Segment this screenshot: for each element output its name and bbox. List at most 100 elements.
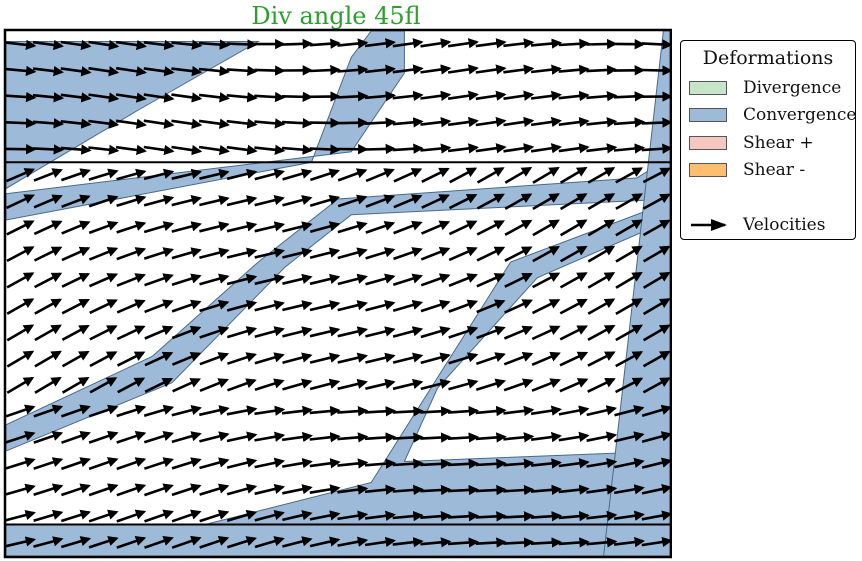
velocity-arrow xyxy=(309,536,341,548)
velocity-arrow xyxy=(364,536,396,548)
velocity-arrow xyxy=(88,118,120,129)
velocity-arrow xyxy=(32,118,65,129)
velocity-arrow xyxy=(199,168,230,180)
legend-label: Shear + xyxy=(743,133,814,153)
velocity-arrow xyxy=(642,350,670,368)
velocity-arrow xyxy=(614,457,645,469)
velocity-arrow xyxy=(532,245,561,263)
velocity-arrow xyxy=(641,65,670,76)
velocity-arrow xyxy=(503,484,535,496)
velocity-arrow xyxy=(89,299,118,315)
velocity-arrow xyxy=(337,378,368,391)
velocity-arrow xyxy=(365,352,396,364)
velocity-arrow xyxy=(60,404,91,418)
velocity-arrow xyxy=(559,193,588,211)
velocity-arrow xyxy=(61,272,91,288)
velocity-arrow xyxy=(393,220,423,235)
velocity-arrow xyxy=(476,273,506,288)
velocity-arrow xyxy=(171,457,202,470)
velocity-arrow xyxy=(364,143,397,155)
velocity-arrow xyxy=(392,537,424,548)
velocity-arrow xyxy=(641,143,670,154)
velocity-arrow xyxy=(88,144,120,155)
velocity-arrow xyxy=(116,351,146,367)
velocity-arrow xyxy=(34,324,62,342)
velocity-arrow xyxy=(60,144,92,155)
velocity-arrow xyxy=(171,299,202,313)
velocity-arrow xyxy=(587,377,616,393)
velocity-arrow xyxy=(171,168,203,180)
velocity-arrow xyxy=(33,220,63,236)
velocity-arrow xyxy=(504,219,533,236)
velocity-arrow xyxy=(558,38,590,49)
velocity-arrow xyxy=(6,509,36,522)
velocity-arrow xyxy=(447,484,480,496)
velocity-arrow xyxy=(282,510,313,522)
velocity-arrow xyxy=(420,273,451,287)
velocity-arrow xyxy=(61,298,90,315)
velocity-arrow xyxy=(61,220,91,235)
velocity-arrow xyxy=(421,167,450,183)
velocity-arrow xyxy=(364,458,397,469)
velocity-arrow xyxy=(6,220,35,236)
quiver-plot xyxy=(3,28,672,559)
velocity-arrow xyxy=(475,405,507,417)
velocity-arrow xyxy=(614,404,645,417)
velocity-arrow xyxy=(254,457,286,469)
velocity-arrow xyxy=(337,273,368,286)
velocity-arrow xyxy=(503,325,534,340)
velocity-arrow xyxy=(586,90,618,102)
velocity-arrow xyxy=(421,194,450,209)
velocity-arrow xyxy=(530,484,563,496)
velocity-arrow xyxy=(199,325,230,339)
velocity-arrow xyxy=(559,272,588,289)
velocity-arrow xyxy=(337,300,368,312)
velocity-arrow xyxy=(143,221,175,234)
velocity-arrow xyxy=(226,509,258,523)
velocity-arrow xyxy=(6,483,36,496)
velocity-arrow xyxy=(642,271,670,289)
velocity-arrow xyxy=(115,144,147,156)
velocity-arrow xyxy=(642,219,670,237)
velocity-arrow xyxy=(226,536,257,549)
velocity-arrow xyxy=(530,511,563,522)
velocity-arrow xyxy=(6,272,35,289)
velocity-arrow xyxy=(613,143,646,154)
velocity-arrow xyxy=(447,537,480,548)
velocity-arrow xyxy=(586,537,618,548)
velocity-arrow xyxy=(33,168,63,182)
velocity-arrow xyxy=(60,168,91,182)
legend-item-velocities: Velocities xyxy=(689,214,825,236)
velocity-arrow xyxy=(586,64,618,76)
velocity-arrow xyxy=(558,405,590,416)
convergence-bands xyxy=(6,31,670,556)
velocity-arrow xyxy=(198,92,230,103)
velocity-arrow xyxy=(475,432,507,443)
velocity-arrow xyxy=(254,483,286,496)
legend-label: Shear - xyxy=(743,160,806,180)
velocity-arrow xyxy=(530,405,562,416)
velocity-arrow xyxy=(171,405,202,417)
velocity-arrow xyxy=(641,510,670,521)
velocity-arrow xyxy=(503,116,535,128)
velocity-arrow xyxy=(309,117,341,129)
velocity-arrow xyxy=(531,325,561,341)
velocity-arrow xyxy=(559,298,588,315)
velocity-arrow xyxy=(6,117,37,129)
velocity-arrow xyxy=(226,65,258,76)
legend-title: Deformations xyxy=(702,47,834,69)
velocity-arrow xyxy=(586,484,618,495)
velocity-arrow xyxy=(475,352,506,366)
velocity-arrow xyxy=(642,324,670,342)
velocity-arrow xyxy=(199,431,230,443)
velocity-arrow xyxy=(6,168,36,183)
velocity-arrow xyxy=(420,246,451,261)
velocity-arrow xyxy=(282,221,313,233)
velocity-arrow xyxy=(613,484,645,495)
velocity-arrow xyxy=(199,457,230,470)
velocity-arrow xyxy=(226,457,258,469)
velocity-arrow xyxy=(364,38,396,49)
velocity-arrow xyxy=(615,271,643,289)
velocity-arrow xyxy=(392,143,424,154)
velocity-arrow xyxy=(88,483,119,497)
